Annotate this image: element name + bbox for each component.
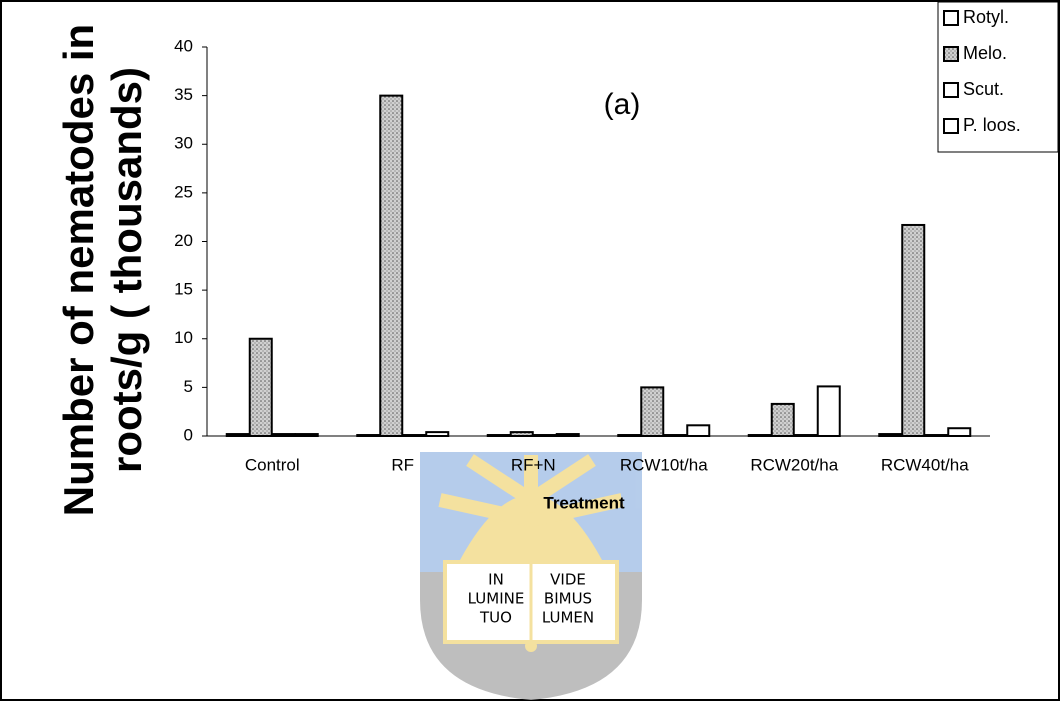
legend-label: Rotyl. [963, 7, 1009, 27]
y-tick-label: 35 [174, 85, 193, 104]
y-tick-label: 0 [184, 425, 193, 444]
legend-swatch [944, 83, 958, 97]
y-tick-label: 5 [184, 377, 193, 396]
bar [557, 434, 579, 436]
watermark-word: TUO [479, 609, 512, 627]
legend-label: P. loos. [963, 115, 1021, 135]
bar [227, 434, 249, 436]
y-tick-label: 40 [174, 36, 193, 55]
x-tick-label: RCW40t/ha [881, 455, 969, 474]
y-tick-label: 30 [174, 134, 193, 153]
bar [426, 432, 448, 436]
bar [357, 435, 379, 436]
bar [273, 434, 295, 436]
y-tick-label: 25 [174, 182, 193, 201]
y-tick-label: 10 [174, 328, 193, 347]
bar [687, 425, 709, 436]
watermark-word: VIDE [550, 571, 586, 589]
bar [925, 435, 947, 436]
x-tick-label: RCW20t/ha [750, 455, 838, 474]
page: Number of nematodes in roots/g ( thousan… [0, 0, 1062, 702]
bar [664, 435, 686, 436]
legend-swatch [944, 119, 958, 133]
legend-label: Scut. [963, 79, 1004, 99]
x-tick-label: RF+N [511, 455, 556, 474]
bar [511, 432, 533, 436]
bar [772, 404, 794, 436]
bar [250, 339, 272, 436]
bar [879, 434, 901, 436]
x-tick-label: RCW10t/ha [620, 455, 708, 474]
x-axis-title: Treatment [543, 493, 625, 512]
bar [795, 435, 817, 436]
bar [403, 435, 425, 436]
bar [948, 428, 970, 436]
legend-label: Melo. [963, 43, 1007, 63]
bar [618, 435, 640, 436]
x-tick-label: Control [245, 455, 300, 474]
watermark-word: LUMEN [542, 609, 594, 627]
legend-swatch [944, 47, 958, 61]
watermark-word: BIMUS [544, 590, 592, 608]
chart: Number of nematodes in roots/g ( thousan… [0, 0, 1062, 702]
watermark-word: LUMINE [468, 590, 525, 608]
y-axis-title: Number of nematodes in [55, 24, 102, 516]
bar [902, 225, 924, 436]
watermark-word: IN [488, 571, 504, 589]
bar [380, 96, 402, 436]
bar [534, 435, 556, 436]
bar [488, 435, 510, 436]
bar [818, 386, 840, 436]
y-tick-label: 15 [174, 280, 193, 299]
bar [641, 387, 663, 436]
x-tick-label: RF [391, 455, 414, 474]
y-tick-label: 20 [174, 231, 193, 250]
chart-title: (a) [604, 88, 641, 121]
bar [749, 435, 771, 436]
watermark-logo [420, 452, 642, 700]
legend-swatch [944, 11, 958, 25]
y-axis-title: roots/g ( thousands) [103, 67, 150, 473]
bar [296, 434, 318, 436]
